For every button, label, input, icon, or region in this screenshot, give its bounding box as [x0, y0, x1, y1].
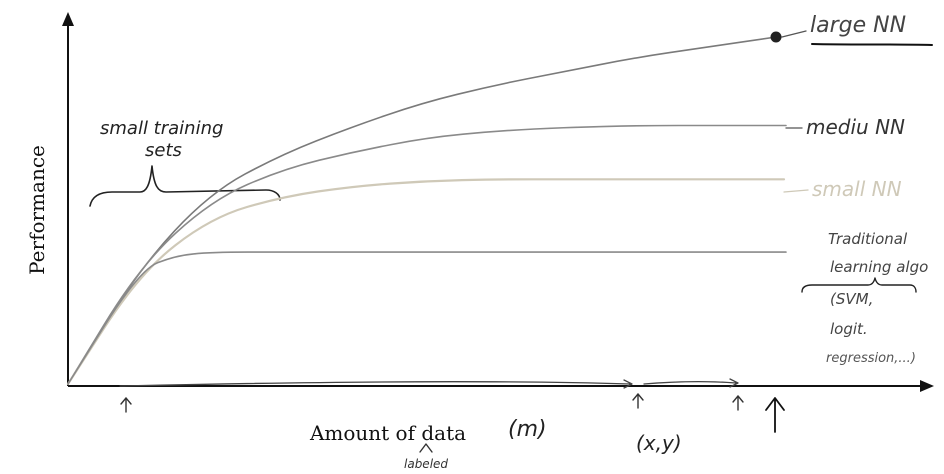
small-training-sets-bracket [89, 165, 281, 207]
up-arrow-icon [765, 397, 785, 433]
curve-small-nn [66, 178, 786, 386]
small-nn-leader [783, 189, 809, 193]
label-traditional-line-2: learning algo [830, 258, 928, 276]
label-traditional-line-1: Traditional [828, 230, 908, 248]
label-traditional-line-3: (SVM, [830, 290, 873, 308]
x-axis-label: Amount of data [309, 421, 466, 445]
labeled-annotation: labeled [404, 457, 448, 471]
xy-pair-annotation: (x,y) [636, 431, 682, 455]
bracket-note-line-2: sets [145, 140, 182, 161]
label-traditional-line-4: logit. [830, 320, 868, 338]
label-small-nn: small NN [812, 177, 902, 201]
bracket-note-line-1: small training [100, 118, 223, 139]
data-range-arrow [119, 379, 633, 389]
traditional-bracket [801, 277, 917, 293]
label-large-nn: large NN [810, 13, 906, 38]
labeled-caret-icon [419, 443, 433, 453]
up-arrow-icon [732, 395, 744, 411]
x-axis-arrowhead [920, 380, 934, 392]
data-range-arrow [643, 378, 739, 388]
up-arrow-icon [632, 393, 644, 409]
label-traditional-line-5: regression,...) [826, 351, 916, 366]
label-medium-nn: mediu NN [806, 115, 905, 139]
y-axis-label: Performance [25, 145, 49, 275]
large-nn-leader [781, 30, 807, 38]
large-nn-underline [811, 43, 933, 46]
curve-medium-nn [67, 124, 787, 385]
y-axis-arrowhead [62, 12, 74, 26]
up-arrow-icon [120, 397, 132, 413]
curve-large-nn [67, 36, 777, 385]
curves-group [66, 36, 787, 386]
x-axis-m-annotation: (m) [508, 417, 547, 442]
curve-traditional [67, 251, 787, 385]
large-nn-endpoint-dot [770, 31, 782, 43]
